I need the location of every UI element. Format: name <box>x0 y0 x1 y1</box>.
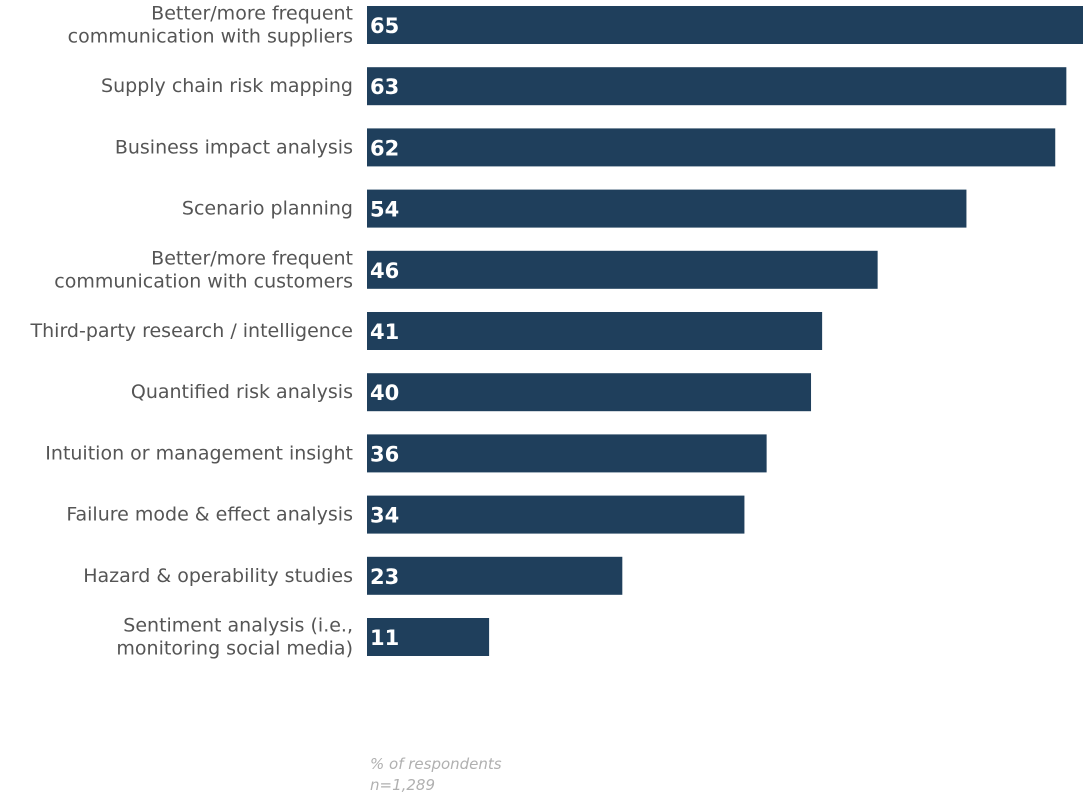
category-label-line: Third-party research / intelligence <box>30 320 353 342</box>
bar-8 <box>367 495 745 534</box>
category-label-3: Scenario planning <box>182 198 353 220</box>
category-label-2: Business impact analysis <box>115 136 353 158</box>
value-label-2: 62 <box>370 136 399 160</box>
value-label-6: 40 <box>370 381 399 405</box>
bar-0 <box>367 6 1083 44</box>
category-label-9: Hazard & operability studies <box>83 565 353 587</box>
bar-1 <box>367 67 1067 106</box>
category-label-line: Better/more frequent <box>151 247 353 269</box>
footnote-sample-size: n=1,289 <box>370 776 436 794</box>
category-label-line: Intuition or management insight <box>45 442 353 464</box>
category-label-5: Third-party research / intelligence <box>30 320 353 342</box>
category-label-line: Business impact analysis <box>115 136 353 158</box>
bar-6 <box>367 373 812 412</box>
value-label-4: 46 <box>370 259 399 283</box>
value-label-5: 41 <box>370 320 399 344</box>
category-label-line: Better/more frequent <box>151 3 353 25</box>
bar-2 <box>367 128 1056 167</box>
footnote-unit: % of respondents <box>370 755 502 773</box>
value-label-10: 11 <box>370 626 399 650</box>
bar-5 <box>367 312 823 350</box>
value-label-1: 63 <box>370 75 399 99</box>
bar-10 <box>367 618 490 656</box>
category-label-line: Failure mode & effect analysis <box>66 504 353 526</box>
bar-9 <box>367 556 623 595</box>
category-label-line: communication with customers <box>54 270 353 292</box>
category-label-line: communication with suppliers <box>68 26 353 48</box>
category-label-4: Better/more frequent communication with c… <box>54 247 353 292</box>
category-label-6: Quantified risk analysis <box>131 381 353 403</box>
category-label-1: Supply chain risk mapping <box>101 75 353 97</box>
category-label-line: Hazard & operability studies <box>83 565 353 587</box>
category-label-0: Better/more frequent communication with s… <box>68 3 353 48</box>
category-label-7: Intuition or management insight <box>45 442 353 464</box>
value-label-9: 23 <box>370 565 399 589</box>
category-label-line: monitoring social media) <box>116 638 353 660</box>
category-label-line: Scenario planning <box>182 198 353 220</box>
bar-4 <box>367 250 878 289</box>
value-label-8: 34 <box>370 504 399 528</box>
category-label-10: Sentiment analysis (i.e., monitoring soci… <box>116 615 353 660</box>
category-label-line: Sentiment analysis (i.e., <box>123 615 353 637</box>
value-label-0: 65 <box>370 14 399 38</box>
value-label-3: 54 <box>370 198 399 222</box>
category-label-8: Failure mode & effect analysis <box>66 504 353 526</box>
category-label-line: Quantified risk analysis <box>131 381 353 403</box>
bar-7 <box>367 434 767 473</box>
category-label-line: Supply chain risk mapping <box>101 75 353 97</box>
value-label-7: 36 <box>370 442 399 466</box>
bar-3 <box>367 189 967 228</box>
